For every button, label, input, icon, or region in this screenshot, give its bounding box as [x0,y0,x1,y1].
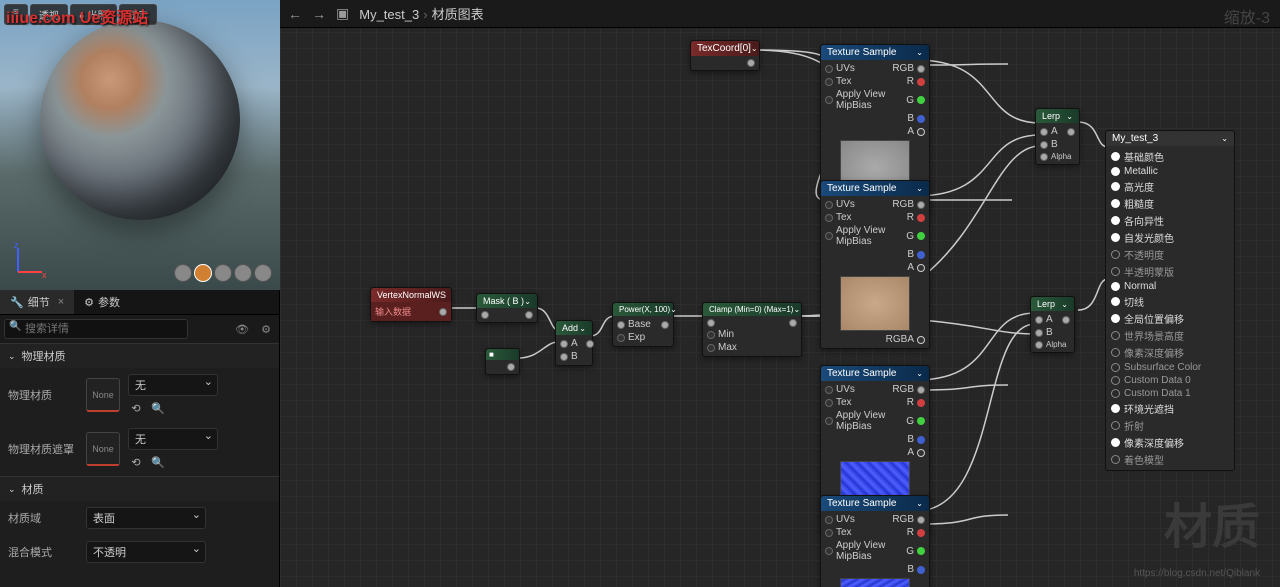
tab-params[interactable]: ⚙ 参数 [74,290,130,314]
node-material-output[interactable]: My_test_3⌄ 基础颜色Metallic高光度粗糙度各向异性自发光颜色不透… [1105,130,1235,471]
nav-back-icon[interactable]: ← [288,6,302,22]
shape-plane-btn[interactable] [214,264,232,282]
texture-thumb [840,276,910,331]
graph-toolbar: ← → ▣ My_test_3›材质图表 缩放-3 [280,0,1280,28]
zoom-label: 缩放-3 [1224,4,1270,28]
blend-mode-dropdown[interactable]: 不透明 [86,541,206,563]
material-preview-viewport[interactable]: ≡ 透视 ● 光照 显示 iiiue.com Ue资源站 zx [0,0,280,290]
node-vertexnormal[interactable]: VertexNormalWS 输入数据 [370,287,452,322]
mat-output-pin[interactable]: 各向异性 [1106,212,1234,229]
mat-output-pin[interactable]: 世界场景高度 [1106,327,1234,344]
breadcrumb[interactable]: My_test_3›材质图表 [359,4,483,23]
section-material[interactable]: ⌄材质 [0,476,279,501]
left-tabs: 🔧 细节× ⚙ 参数 [0,290,279,315]
node-add[interactable]: Add⌄ A B [555,320,593,366]
mat-output-pin[interactable]: 环境光遮挡 [1106,400,1234,417]
node-power[interactable]: Power(X, 100)⌄ Base Exp [612,302,674,347]
tab-details[interactable]: 🔧 细节× [0,290,74,314]
mat-output-pin[interactable]: Metallic [1106,165,1234,178]
mat-output-pin[interactable]: 像素深度偏移 [1106,344,1234,361]
shape-cube-btn[interactable] [234,264,252,282]
mat-output-pin[interactable]: 着色模型 [1106,451,1234,468]
phys-mask-dropdown[interactable]: 无 [128,428,218,450]
mat-output-pin[interactable]: 不透明度 [1106,246,1234,263]
shape-custom-btn[interactable] [254,264,272,282]
section-physical-material[interactable]: ⌄物理材质 [0,343,279,368]
shape-sphere-btn[interactable] [194,264,212,282]
texture-thumb [840,578,910,587]
shape-cylinder-btn[interactable] [174,264,192,282]
browse-icon[interactable]: 🔍 [150,454,166,470]
preview-sphere [40,20,240,220]
graph-home-icon[interactable]: ▣ [336,5,349,22]
prop-label-domain: 材质域 [8,510,78,526]
prop-label-phys-mat: 物理材质 [8,387,78,403]
mat-output-pin[interactable]: Custom Data 0 [1106,374,1234,387]
node-texture-sample-2[interactable]: Texture Sample⌄ UVsRGB TexR Apply View M… [820,180,930,349]
preview-shape-row [174,264,272,282]
use-selected-icon[interactable]: ⟲ [128,454,144,470]
close-icon[interactable]: × [58,296,64,308]
mat-output-pin[interactable]: 半透明蒙版 [1106,263,1234,280]
mat-output-pin[interactable]: Normal [1106,280,1234,293]
node-constant[interactable]: ■ [485,348,520,375]
mat-output-pin[interactable]: 切线 [1106,293,1234,310]
nav-fwd-icon[interactable]: → [312,6,326,22]
browse-icon[interactable]: 🔍 [150,400,166,416]
material-graph[interactable]: ← → ▣ My_test_3›材质图表 缩放-3 TexCoord[0]⌄ T… [280,0,1280,587]
watermark-big: 材质 [1164,487,1260,557]
mat-output-pin[interactable]: 全局位置偏移 [1106,310,1234,327]
node-texcoord[interactable]: TexCoord[0]⌄ [690,40,760,71]
node-texture-sample-4[interactable]: Texture Sample⌄ UVsRGB TexR Apply View M… [820,495,930,587]
left-panel: ≡ 透视 ● 光照 显示 iiiue.com Ue资源站 zx 🔧 细节× ⚙ … [0,0,280,587]
node-lerp-2[interactable]: Lerp⌄ A B Alpha [1030,296,1075,353]
material-domain-dropdown[interactable]: 表面 [86,507,206,529]
axis-gizmo-icon: zx [10,240,50,280]
prop-label-blend: 混合模式 [8,544,78,560]
watermark-text: iiiue.com Ue资源站 [6,4,148,28]
svg-text:z: z [14,240,19,250]
node-clamp[interactable]: Clamp (Min=0) (Max=1)⌄ Min Max [702,302,802,357]
view-options-icon[interactable]: 👁 [231,323,253,336]
mat-output-pin[interactable]: 粗糙度 [1106,195,1234,212]
use-selected-icon[interactable]: ⟲ [128,400,144,416]
mat-output-pin[interactable]: Subsurface Color [1106,361,1234,374]
asset-thumb[interactable]: None [86,432,120,466]
asset-thumb[interactable]: None [86,378,120,412]
mat-output-pin[interactable]: 折射 [1106,417,1234,434]
mat-output-pin[interactable]: 基础颜色 [1106,148,1234,165]
node-mask[interactable]: Mask ( B )⌄ [476,293,538,323]
phys-mat-dropdown[interactable]: 无 [128,374,218,396]
mat-output-pin[interactable]: Custom Data 1 [1106,387,1234,400]
watermark-csdn: https://blog.csdn.net/Qiblank [1134,568,1260,579]
prop-label-phys-mask: 物理材质遮罩 [8,441,78,457]
search-input[interactable] [4,319,188,339]
mat-output-pin[interactable]: 高光度 [1106,178,1234,195]
settings-gear-icon[interactable]: ⚙ [257,323,275,336]
svg-text:x: x [42,270,47,280]
node-lerp-1[interactable]: Lerp⌄ A B Alpha [1035,108,1080,165]
mat-output-pin[interactable]: 自发光颜色 [1106,229,1234,246]
mat-output-pin[interactable]: 像素深度偏移 [1106,434,1234,451]
